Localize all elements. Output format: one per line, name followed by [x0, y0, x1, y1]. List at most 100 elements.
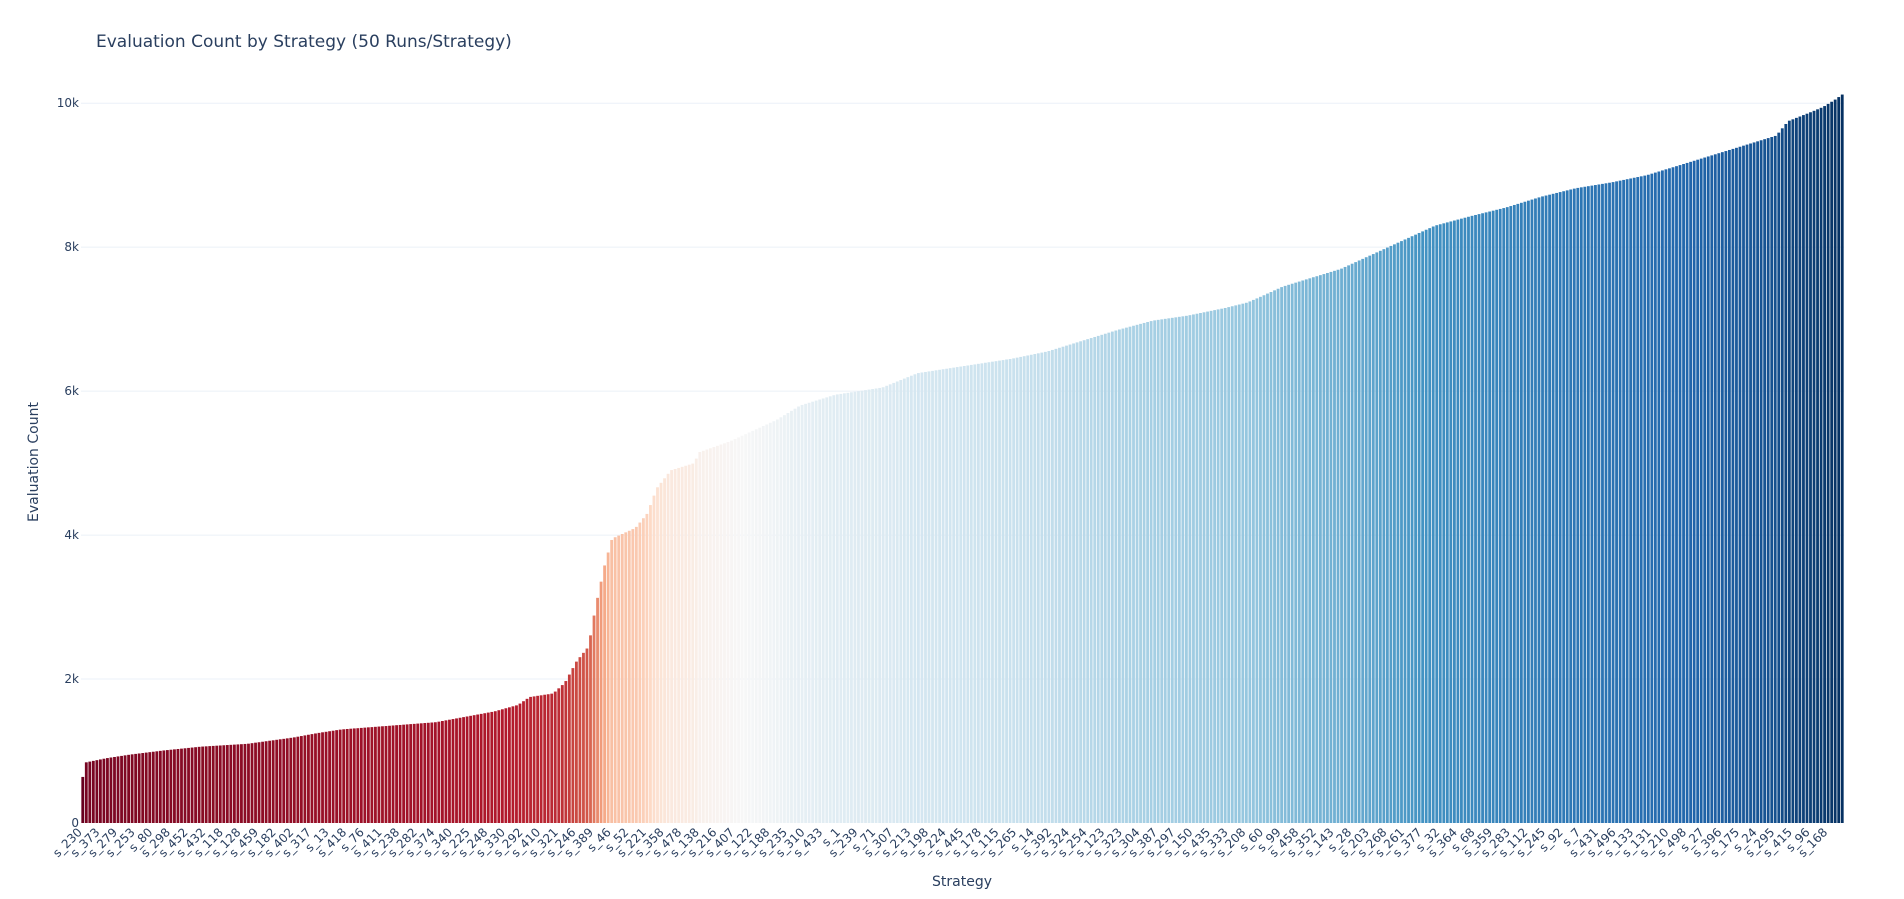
bar — [1703, 157, 1707, 823]
bar — [641, 518, 645, 823]
bar — [141, 753, 145, 823]
bar — [1276, 288, 1280, 823]
bar — [204, 746, 208, 823]
bar — [1738, 146, 1742, 824]
bar — [433, 722, 437, 823]
bar — [1008, 359, 1012, 823]
bar — [680, 466, 684, 823]
bar — [391, 725, 395, 823]
bar — [1650, 173, 1654, 823]
bar — [1174, 317, 1178, 823]
bar — [835, 394, 839, 823]
bar — [1019, 356, 1023, 823]
bar — [1385, 247, 1389, 823]
bar — [976, 363, 980, 823]
bar — [1569, 189, 1573, 824]
bar — [123, 755, 127, 823]
bar — [197, 746, 201, 823]
bar — [694, 458, 698, 823]
bar — [151, 751, 155, 823]
bar — [240, 744, 243, 823]
bar — [1304, 279, 1308, 823]
bar — [1833, 99, 1837, 824]
bar — [419, 723, 423, 823]
bar — [1498, 208, 1502, 823]
bar — [878, 387, 882, 823]
bar — [1505, 207, 1509, 823]
x-axis-title: Strategy — [932, 874, 992, 890]
bar — [546, 694, 550, 823]
bar — [388, 725, 391, 823]
bar — [352, 728, 356, 823]
bar — [684, 465, 688, 823]
bar — [1125, 327, 1128, 823]
bar — [405, 724, 409, 823]
bar — [790, 410, 793, 823]
bar — [610, 539, 614, 823]
bar — [1692, 160, 1696, 823]
bar — [113, 756, 116, 823]
bar — [603, 565, 607, 823]
bar — [1195, 313, 1199, 823]
bar — [303, 735, 307, 823]
grid-layer — [81, 102, 1844, 680]
bar — [652, 495, 656, 823]
bar — [395, 725, 398, 823]
bar — [331, 730, 335, 823]
bar — [1445, 222, 1449, 823]
bar — [1562, 191, 1566, 824]
bar — [1745, 144, 1749, 823]
bar — [1773, 135, 1777, 823]
bar — [402, 724, 406, 823]
bar — [1668, 168, 1671, 823]
bar — [881, 387, 885, 823]
bar — [183, 748, 187, 823]
bar — [1047, 351, 1051, 823]
bar — [1636, 177, 1640, 824]
bar — [800, 404, 804, 823]
bar — [772, 421, 776, 823]
bar — [1646, 174, 1650, 824]
chart-title: Evaluation Count by Strategy (50 Runs/St… — [96, 32, 512, 52]
bar — [441, 721, 444, 823]
bar — [1139, 323, 1142, 823]
bar — [282, 738, 286, 823]
bar — [1184, 315, 1188, 823]
bar — [1756, 141, 1760, 824]
bar — [1742, 145, 1745, 823]
bar — [1040, 352, 1044, 823]
bar — [761, 426, 765, 823]
bar — [1802, 115, 1805, 823]
bar — [1167, 318, 1171, 823]
bar — [1163, 318, 1167, 823]
bar — [465, 716, 469, 823]
bar — [1396, 242, 1400, 823]
bar — [1223, 307, 1227, 824]
bar — [321, 732, 324, 823]
bar — [106, 758, 109, 823]
bar — [1766, 138, 1770, 824]
bar — [180, 748, 183, 823]
bar — [1523, 201, 1527, 824]
bar — [102, 758, 106, 823]
bar — [243, 743, 247, 823]
bar — [758, 427, 762, 823]
bar — [511, 706, 515, 823]
bar — [201, 746, 205, 823]
bar — [1502, 208, 1506, 823]
bar — [1389, 245, 1393, 823]
bar — [1029, 354, 1033, 823]
bar — [130, 754, 134, 823]
bar — [1378, 250, 1382, 823]
bar — [1798, 116, 1802, 823]
bar — [134, 753, 138, 823]
bar — [832, 395, 836, 823]
bar — [828, 396, 832, 823]
bar — [1192, 314, 1195, 823]
bar — [1657, 171, 1661, 823]
bar — [328, 731, 331, 823]
bar — [1544, 195, 1548, 824]
bar — [1128, 326, 1132, 823]
bar — [1294, 282, 1298, 823]
bar — [335, 730, 339, 823]
